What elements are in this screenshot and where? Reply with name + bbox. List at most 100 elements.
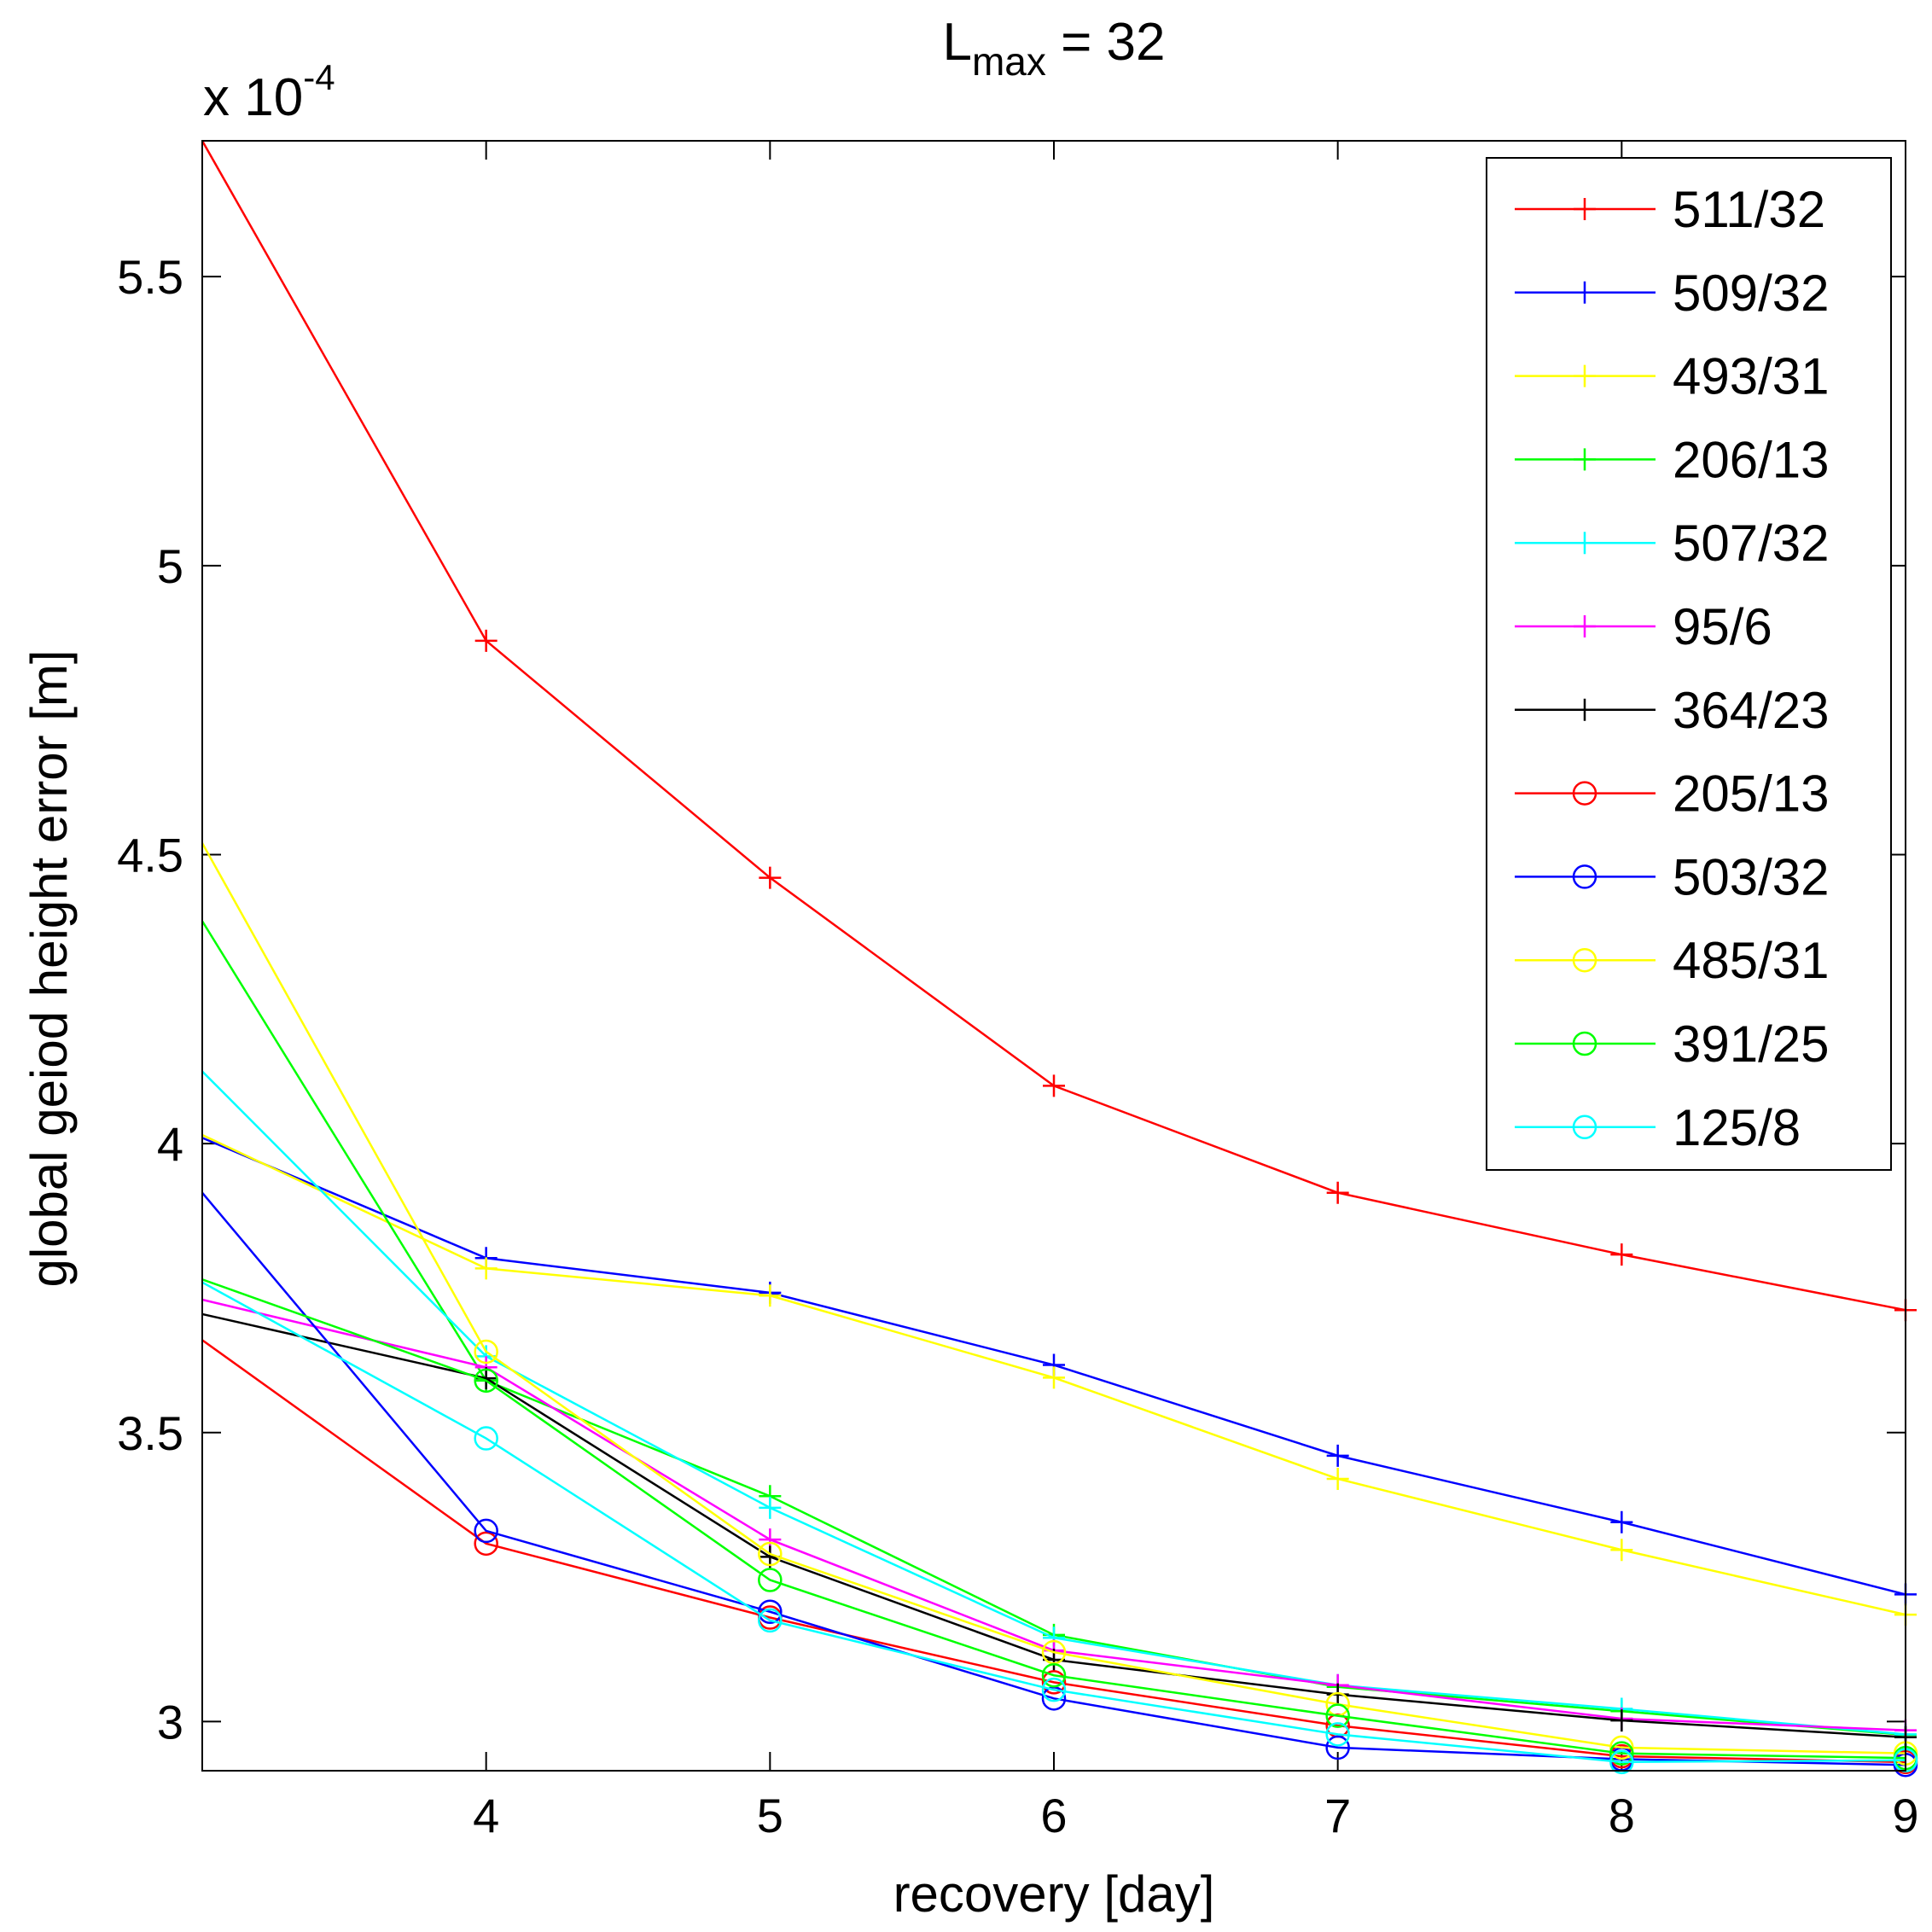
data-point-493-31 (759, 1284, 782, 1307)
legend-marker-364-23 (1574, 698, 1596, 721)
data-point-509-32 (1326, 1444, 1349, 1467)
y-axis-label: global geiod height error [m] (20, 649, 78, 1287)
legend-box (1486, 157, 1892, 1171)
data-point-507-32 (759, 1496, 782, 1519)
legend-marker-507-32 (1574, 532, 1596, 555)
series-507-32 (201, 1070, 1917, 1746)
legend-label-391-25: 391/25 (1673, 1015, 1830, 1073)
legend-marker-95-6 (1574, 615, 1596, 637)
x-tick-label: 6 (1040, 1789, 1067, 1842)
axis-ticks: 4 5 6 7 8 9 3 3.5 4 4.5 5 5.5 (117, 141, 1919, 1842)
legend-entry-493-31: 493/31 (1515, 348, 1830, 405)
data-point-391-25 (1325, 1703, 1350, 1728)
legend-entry-205-13: 205/13 (1515, 765, 1830, 823)
x-tick-label: 7 (1324, 1789, 1351, 1842)
legend-marker-511-32 (1574, 198, 1596, 220)
legend-label-507-32: 507/32 (1673, 515, 1830, 572)
x-tick-label: 5 (757, 1789, 783, 1842)
legend-entry-95-6: 95/6 (1515, 598, 1772, 655)
series-205-13 (201, 1339, 1918, 1775)
series-line-391-25 (201, 1278, 1906, 1760)
legend-label-511-32: 511/32 (1673, 181, 1825, 238)
data-point-125-8 (758, 1608, 783, 1633)
data-point-511-32 (1610, 1243, 1633, 1266)
data-point-503-32 (1325, 1735, 1350, 1760)
data-point-511-32 (1043, 1074, 1065, 1097)
chart-title-main: L (942, 13, 971, 72)
x-axis-label: recovery [day] (893, 1865, 1215, 1923)
x-tick-label: 9 (1892, 1789, 1918, 1842)
data-point-511-32 (1326, 1181, 1349, 1204)
legend-marker-125-8 (1572, 1114, 1597, 1140)
y-tick-label: 5.5 (117, 250, 183, 304)
data-point-503-32 (758, 1599, 783, 1624)
series-364-23 (201, 1312, 1917, 1749)
chart-title: Lmax = 32 (942, 13, 1165, 84)
data-point-125-8 (474, 1426, 498, 1451)
legend-entry-507-32: 507/32 (1515, 515, 1830, 572)
legend-entry-125-8: 125/8 (1515, 1099, 1801, 1156)
data-point-205-13 (1041, 1670, 1067, 1695)
y-tick-label: 4.5 (117, 828, 183, 882)
data-point-205-13 (474, 1531, 498, 1557)
series-125-8 (201, 1281, 1918, 1775)
series-line-125-8 (201, 1281, 1906, 1764)
data-point-485-31 (474, 1339, 498, 1365)
legend-entry-364-23: 364/23 (1515, 682, 1830, 739)
data-point-511-32 (759, 866, 782, 889)
data-point-125-8 (1041, 1677, 1067, 1702)
series-503-32 (201, 1191, 1918, 1778)
legend-label-206-13: 206/13 (1673, 431, 1830, 488)
y-exponent-label: x 10-4 (203, 57, 335, 127)
data-point-511-32 (474, 629, 498, 652)
legend-marker-205-13 (1572, 781, 1597, 806)
legend-marker-509-32 (1574, 281, 1596, 304)
chart-title-subscript: max (972, 39, 1046, 84)
y-exponent-prefix: x 10 (203, 68, 303, 127)
data-point-125-8 (1325, 1722, 1350, 1747)
legend-entry-391-25: 391/25 (1515, 1015, 1830, 1073)
data-point-493-31 (1043, 1366, 1065, 1389)
y-tick-label: 5 (157, 539, 183, 593)
legend-label-205-13: 205/13 (1673, 765, 1830, 823)
data-point-493-31 (474, 1257, 498, 1280)
data-point-493-31 (1610, 1539, 1633, 1562)
data-point-364-23 (1326, 1683, 1349, 1706)
legend-entry-509-32: 509/32 (1515, 265, 1830, 322)
legend-marker-391-25 (1572, 1031, 1597, 1056)
x-tick-label: 4 (473, 1789, 499, 1842)
data-point-391-25 (758, 1568, 783, 1592)
legend-marker-206-13 (1574, 448, 1596, 471)
y-tick-label: 3.5 (117, 1406, 183, 1460)
data-point-125-8 (1609, 1749, 1634, 1775)
x-tick-label: 8 (1609, 1789, 1635, 1842)
data-point-391-25 (474, 1368, 498, 1394)
legend: 511/32 509/32 493/31 206/13 507/32 95/6 364/23… (1486, 157, 1892, 1171)
legend-marker-493-31 (1574, 364, 1596, 387)
y-tick-label: 3 (157, 1695, 183, 1749)
legend-label-503-32: 503/32 (1673, 848, 1830, 905)
series-493-31 (201, 1133, 1917, 1626)
legend-label-493-31: 493/31 (1673, 348, 1830, 405)
legend-label-95-6: 95/6 (1673, 598, 1772, 655)
plot-frame (201, 140, 1906, 1772)
data-point-485-31 (1609, 1735, 1634, 1760)
y-exponent-power: -4 (303, 57, 335, 97)
data-point-485-31 (758, 1541, 783, 1567)
y-tick-label: 4 (157, 1117, 183, 1171)
series-line-485-31 (201, 842, 1906, 1755)
legend-marker-503-32 (1572, 864, 1597, 889)
legend-label-485-31: 485/31 (1673, 932, 1830, 989)
legend-entry-511-32: 511/32 (1515, 181, 1825, 238)
legend-label-364-23: 364/23 (1673, 682, 1830, 739)
legend-entry-503-32: 503/32 (1515, 848, 1830, 905)
legend-entry-206-13: 206/13 (1515, 431, 1830, 488)
data-point-493-31 (1326, 1467, 1349, 1490)
legend-label-509-32: 509/32 (1673, 265, 1830, 322)
legend-label-125-8: 125/8 (1673, 1099, 1801, 1156)
data-point-391-25 (1609, 1741, 1634, 1766)
data-point-391-25 (1041, 1662, 1067, 1688)
chart-title-rest: = 32 (1046, 13, 1166, 72)
legend-entry-485-31: 485/31 (1515, 932, 1830, 989)
